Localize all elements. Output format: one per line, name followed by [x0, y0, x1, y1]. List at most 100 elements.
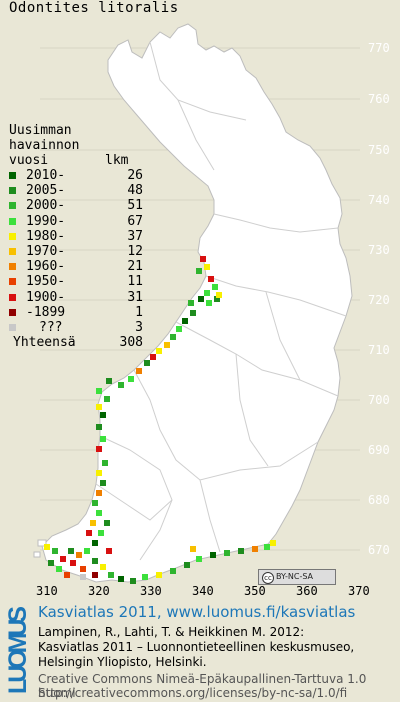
legend-header-line-2: havainnon — [9, 138, 80, 153]
legend-row-label: ??? — [39, 319, 63, 335]
legend-row-count: 67 — [127, 213, 143, 229]
observation-square — [118, 382, 124, 388]
observation-square — [96, 446, 102, 452]
y-tick-690: 690 — [368, 443, 390, 457]
observation-square — [190, 546, 196, 552]
luomus-logo: LUOMUS — [4, 606, 30, 694]
observation-square — [80, 574, 86, 580]
legend-row-count: 11 — [127, 274, 143, 290]
legend-row-count: 31 — [127, 289, 143, 305]
legend: Uusimman havainnon vuosi lkm 2010- 26 2005… — [9, 123, 143, 351]
observation-square — [130, 578, 136, 584]
x-tick-310: 310 — [36, 584, 58, 598]
observation-square — [80, 566, 86, 572]
y-tick-740: 740 — [368, 193, 390, 207]
observation-square — [176, 326, 182, 332]
legend-row: -1899 1 — [9, 305, 143, 320]
legend-row-count: 1 — [135, 304, 143, 320]
observation-square — [44, 544, 50, 550]
observation-square — [214, 296, 220, 302]
observation-square — [56, 566, 62, 572]
observation-square — [104, 520, 110, 526]
observation-square — [270, 540, 276, 546]
y-tick-730: 730 — [368, 243, 390, 257]
legend-row: ??? 3 — [9, 319, 143, 335]
observation-square — [92, 500, 98, 506]
legend-row-label: 1970- — [26, 243, 66, 259]
observation-square — [190, 310, 196, 316]
legend-row: 1900- 31 — [9, 290, 143, 305]
legend-row: 1950- 11 — [9, 274, 143, 289]
observation-square — [170, 334, 176, 340]
observation-square — [60, 556, 66, 562]
observation-square — [210, 552, 216, 558]
legend-row: 1970- 12 — [9, 243, 143, 259]
observation-square — [188, 300, 194, 306]
observation-square — [92, 558, 98, 564]
observation-square — [184, 562, 190, 568]
legend-row: 1980- 37 — [9, 229, 143, 244]
legend-header-line-1: Uusimman — [9, 123, 72, 138]
legend-row-label: 2005- — [26, 183, 66, 199]
x-tick-350: 350 — [244, 584, 266, 598]
legend-row-count: 51 — [127, 198, 143, 214]
observation-square — [150, 354, 156, 360]
legend-row-count: 37 — [127, 228, 143, 244]
observation-square — [196, 268, 202, 274]
legend-swatch — [9, 278, 16, 286]
legend-total-count: 308 — [119, 335, 143, 351]
observation-square — [204, 290, 210, 296]
legend-row: 2010- 26 — [9, 168, 143, 183]
x-tick-330: 330 — [140, 584, 162, 598]
observation-square — [52, 548, 58, 554]
y-tick-770: 770 — [368, 41, 390, 55]
observation-square — [156, 348, 162, 354]
observation-square — [96, 404, 102, 410]
legend-row-count: 48 — [127, 183, 143, 199]
observation-square — [70, 560, 76, 566]
observation-square — [208, 276, 214, 282]
x-tick-320: 320 — [88, 584, 110, 598]
observation-square — [100, 412, 106, 418]
observation-square — [170, 568, 176, 574]
observation-square — [142, 574, 148, 580]
legend-swatch — [9, 232, 16, 240]
observation-square — [100, 564, 106, 570]
legend-row-label: 1990- — [26, 213, 66, 229]
license-badge-text: BY-NC-SA — [276, 572, 314, 581]
footer-citation-line-1: Lampinen, R., Lahti, T. & Heikkinen M. 2… — [38, 625, 305, 639]
observation-square — [96, 470, 102, 476]
observation-square — [76, 552, 82, 558]
observation-square — [196, 556, 202, 562]
footer-license-line: Creative Commons Nimeä-Epäkaupallinen-Ta… — [38, 672, 367, 700]
legend-row: 2000- 51 — [9, 198, 143, 213]
finland-map — [33, 23, 360, 584]
observation-square — [200, 256, 206, 262]
legend-header-count: lkm — [105, 153, 129, 168]
footer-title[interactable]: Kasviatlas 2011, www.luomus.fi/kasviatla… — [38, 603, 356, 621]
license-badge[interactable]: cc BY-NC-SA — [258, 569, 336, 585]
observation-square — [164, 342, 170, 348]
footer-license-url[interactable]: http://creativecommons.org/licenses/by-n… — [38, 686, 348, 700]
y-tick-750: 750 — [368, 143, 390, 157]
legend-swatch — [9, 247, 16, 255]
observation-square — [98, 530, 104, 536]
cc-icon: cc — [262, 572, 274, 584]
legend-row: 2005- 48 — [9, 183, 143, 199]
y-tick-700: 700 — [368, 393, 390, 407]
y-tick-760: 760 — [368, 92, 390, 106]
legend-row: 1990- 67 — [9, 213, 143, 229]
legend-row-label: 2010- — [26, 168, 66, 183]
observation-square — [102, 460, 108, 466]
observation-square — [86, 530, 92, 536]
observation-square — [48, 560, 54, 566]
x-tick-360: 360 — [296, 584, 318, 598]
observation-square — [92, 572, 98, 578]
legend-row: 1960- 21 — [9, 259, 143, 274]
legend-swatch — [9, 323, 16, 331]
legend-swatch — [9, 263, 16, 271]
y-tick-670: 670 — [368, 543, 390, 557]
y-tick-680: 680 — [368, 493, 390, 507]
legend-row-count: 12 — [127, 243, 143, 259]
legend-total-row: Yhteensä 308 — [9, 335, 143, 351]
